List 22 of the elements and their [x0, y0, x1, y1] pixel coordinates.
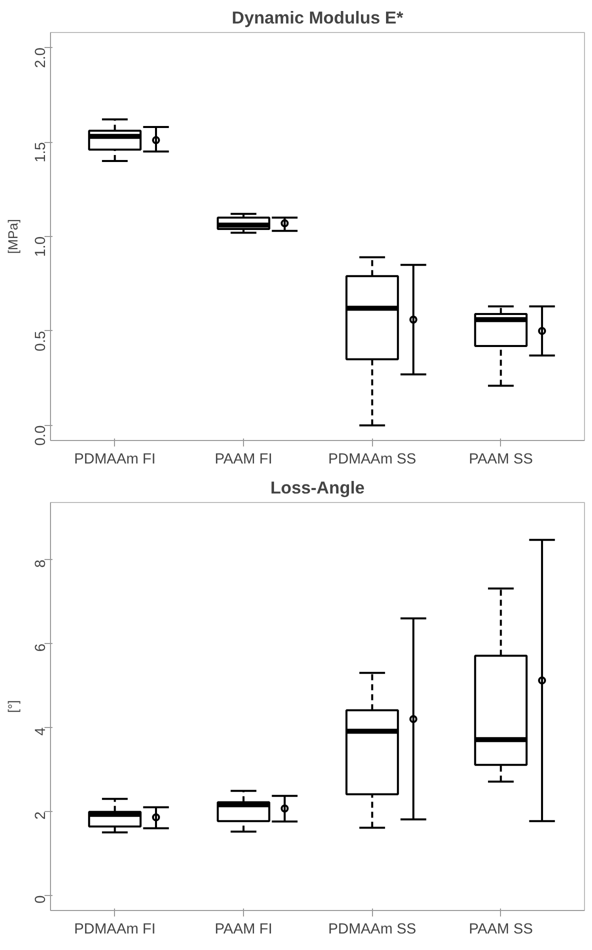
x-tick-label: PDMAAm FI — [74, 922, 156, 938]
x-tick-label: PDMAAm SS — [328, 922, 416, 938]
y-tick-label: 1.0 — [33, 236, 49, 257]
y-tick-label: 2 — [33, 811, 49, 820]
y-tick-label: 6 — [33, 644, 49, 652]
chart-title: Loss-Angle — [270, 478, 366, 498]
y-tick-label: 0 — [33, 895, 49, 904]
x-tick-label: PAAM FI — [214, 922, 272, 938]
y-tick-label: 1.5 — [33, 142, 49, 162]
x-tick-label: PAAM SS — [468, 452, 534, 468]
x-tick-label: PDMAAm FI — [74, 452, 156, 468]
x-tick-label: PAAM SS — [468, 922, 534, 938]
x-tick-label: PAAM FI — [214, 452, 272, 468]
y-tick-label: 2.0 — [33, 48, 49, 68]
y-tick-label: 0.0 — [33, 425, 49, 446]
y-axis-title: [°] — [6, 700, 20, 713]
y-tick-label: 8 — [33, 560, 49, 568]
x-tick-label: PDMAAm SS — [328, 452, 416, 468]
y-tick-label: 4 — [33, 727, 49, 736]
chart-title: Dynamic Modulus E* — [232, 8, 404, 28]
y-tick-label: 0.5 — [33, 330, 49, 352]
y-axis-title: [MPa] — [6, 219, 20, 254]
